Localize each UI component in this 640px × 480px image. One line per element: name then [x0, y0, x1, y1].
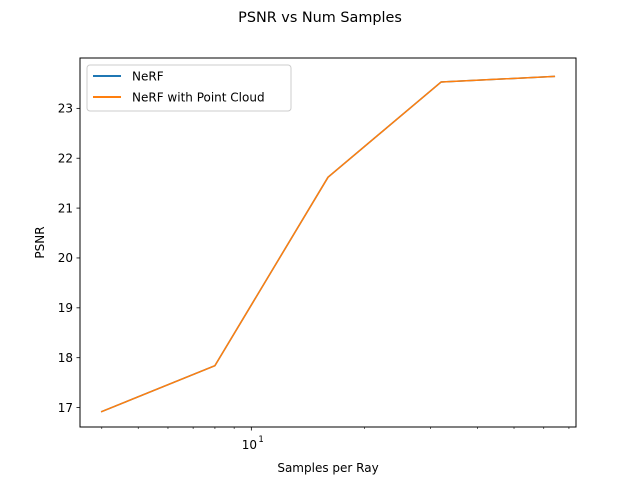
legend: NeRF NeRF with Point Cloud: [86, 64, 292, 112]
legend-label-nerf-point-cloud: NeRF with Point Cloud: [132, 91, 265, 105]
y-tick-label: 19: [58, 301, 73, 315]
x-tick-label: 10: [242, 438, 257, 452]
x-tick-label-exponent: 1: [258, 435, 263, 445]
y-axis-ticks: 17 18 19 20 21 22 23: [58, 102, 80, 415]
y-tick-label: 23: [58, 102, 73, 116]
y-axis-label: PSNR: [33, 226, 47, 258]
legend-label-nerf: NeRF: [132, 70, 164, 84]
legend-frame: [86, 64, 292, 112]
series-layer: [100, 75, 556, 413]
x-axis-ticks: 10 1: [101, 427, 570, 452]
y-tick-label: 21: [58, 201, 73, 215]
series-line-nerf-with-point-cloud: [100, 75, 556, 413]
x-axis-label: Samples per Ray: [277, 461, 378, 475]
y-tick-label: 20: [58, 251, 73, 265]
plot-frame: [79, 57, 577, 428]
series-line-nerf: [100, 75, 556, 413]
y-tick-label: 22: [58, 151, 73, 165]
chart-title: PSNR vs Num Samples: [238, 10, 402, 26]
y-tick-label: 17: [58, 401, 73, 415]
y-tick-label: 18: [58, 351, 73, 365]
